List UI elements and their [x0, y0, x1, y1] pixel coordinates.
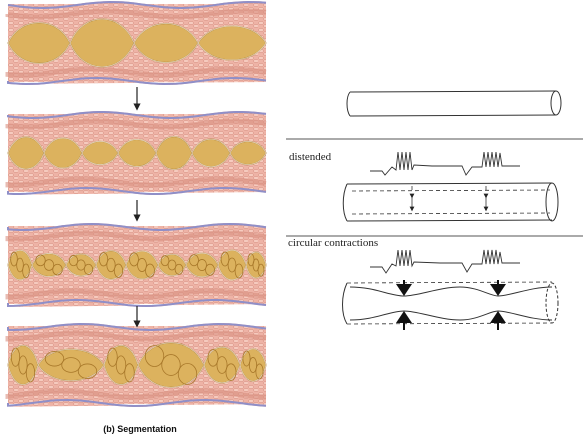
- chyme-lump: [207, 349, 219, 367]
- chyme-lump: [98, 252, 109, 267]
- chyme-lump: [83, 263, 94, 275]
- chyme-lump: [242, 350, 251, 367]
- distended-tube: [342, 182, 559, 222]
- circular-contractions-label: circular contractions: [288, 237, 379, 249]
- serosa-top: [7, 222, 267, 231]
- chyme-lump: [43, 259, 55, 271]
- serosa-top: [7, 322, 267, 332]
- muscle-layer-bottom: [5, 388, 267, 400]
- chyme-lump: [145, 263, 155, 278]
- segmentation-stage-2: [5, 111, 267, 195]
- mucosa-outline: [229, 141, 267, 165]
- muscle-layer-top: [5, 118, 267, 130]
- chyme-lump: [220, 251, 230, 267]
- chyme-lump: [197, 259, 207, 271]
- chyme-lump: [18, 355, 28, 375]
- chyme-lump: [216, 356, 228, 374]
- chyme-lump: [248, 357, 258, 373]
- chyme-lump: [227, 257, 237, 273]
- chyme-lump: [10, 251, 18, 267]
- chyme-lump: [129, 252, 139, 267]
- distended-label: distended: [289, 151, 332, 163]
- chyme-lump: [174, 263, 184, 275]
- chyme-lump: [255, 363, 264, 380]
- chyme-lump: [177, 363, 198, 385]
- mucosa-outline: [197, 25, 267, 61]
- chyme-lump: [22, 263, 30, 279]
- muscle-layer-top: [5, 8, 267, 20]
- muscle-layer-bottom: [5, 288, 267, 300]
- segmentation-stage-4: [5, 322, 267, 408]
- serosa-top: [7, 0, 267, 10]
- figure-caption: (b) Segmentation: [103, 424, 177, 434]
- serosa-bottom: [7, 186, 267, 195]
- mucosa-outline: [245, 251, 267, 279]
- mucosa-outline: [239, 348, 267, 382]
- chyme-lump: [115, 355, 127, 375]
- serosa-bottom: [7, 299, 267, 308]
- serosa-bottom: [7, 398, 267, 408]
- muscle-layer-top: [5, 330, 267, 342]
- chyme-lump: [137, 258, 147, 272]
- chyme-lump: [144, 345, 165, 367]
- chyme-lump: [107, 347, 118, 367]
- chyme-lump: [124, 363, 135, 383]
- distended-trace: [370, 151, 520, 176]
- chyme-lump: [160, 255, 170, 267]
- chyme-lump: [257, 263, 265, 277]
- chyme-lump: [106, 257, 116, 273]
- chyme-lump: [167, 259, 177, 271]
- muscle-layer-bottom: [5, 176, 267, 188]
- muscle-layer-top: [5, 230, 267, 242]
- serosa-top: [7, 111, 267, 120]
- segmentation-stage-3: [5, 222, 267, 308]
- muscle-layer-bottom: [5, 66, 267, 78]
- chyme-lump: [68, 255, 79, 267]
- chyme-lump: [189, 254, 199, 267]
- chyme-lump: [35, 254, 46, 267]
- chyme-lump: [10, 347, 21, 367]
- circular-trace: [370, 249, 520, 274]
- chyme-lump: [76, 259, 86, 271]
- chyme-lump: [225, 363, 237, 381]
- contracted-tube: [342, 280, 559, 330]
- relaxed-tube: [346, 90, 562, 117]
- chyme-lump: [161, 354, 181, 376]
- chyme-lump: [77, 363, 98, 380]
- chyme-lump: [205, 263, 215, 276]
- serosa-bottom: [7, 76, 267, 86]
- chyme-lump: [44, 350, 65, 367]
- chyme-lump: [61, 357, 81, 373]
- chyme-lump: [25, 363, 36, 383]
- chyme-lump: [113, 263, 124, 278]
- chyme-lump: [234, 263, 244, 279]
- segmentation-stage-1: [5, 0, 267, 86]
- chyme-segment: [157, 253, 187, 277]
- chyme-lump: [52, 263, 63, 276]
- chyme-lump: [16, 257, 24, 273]
